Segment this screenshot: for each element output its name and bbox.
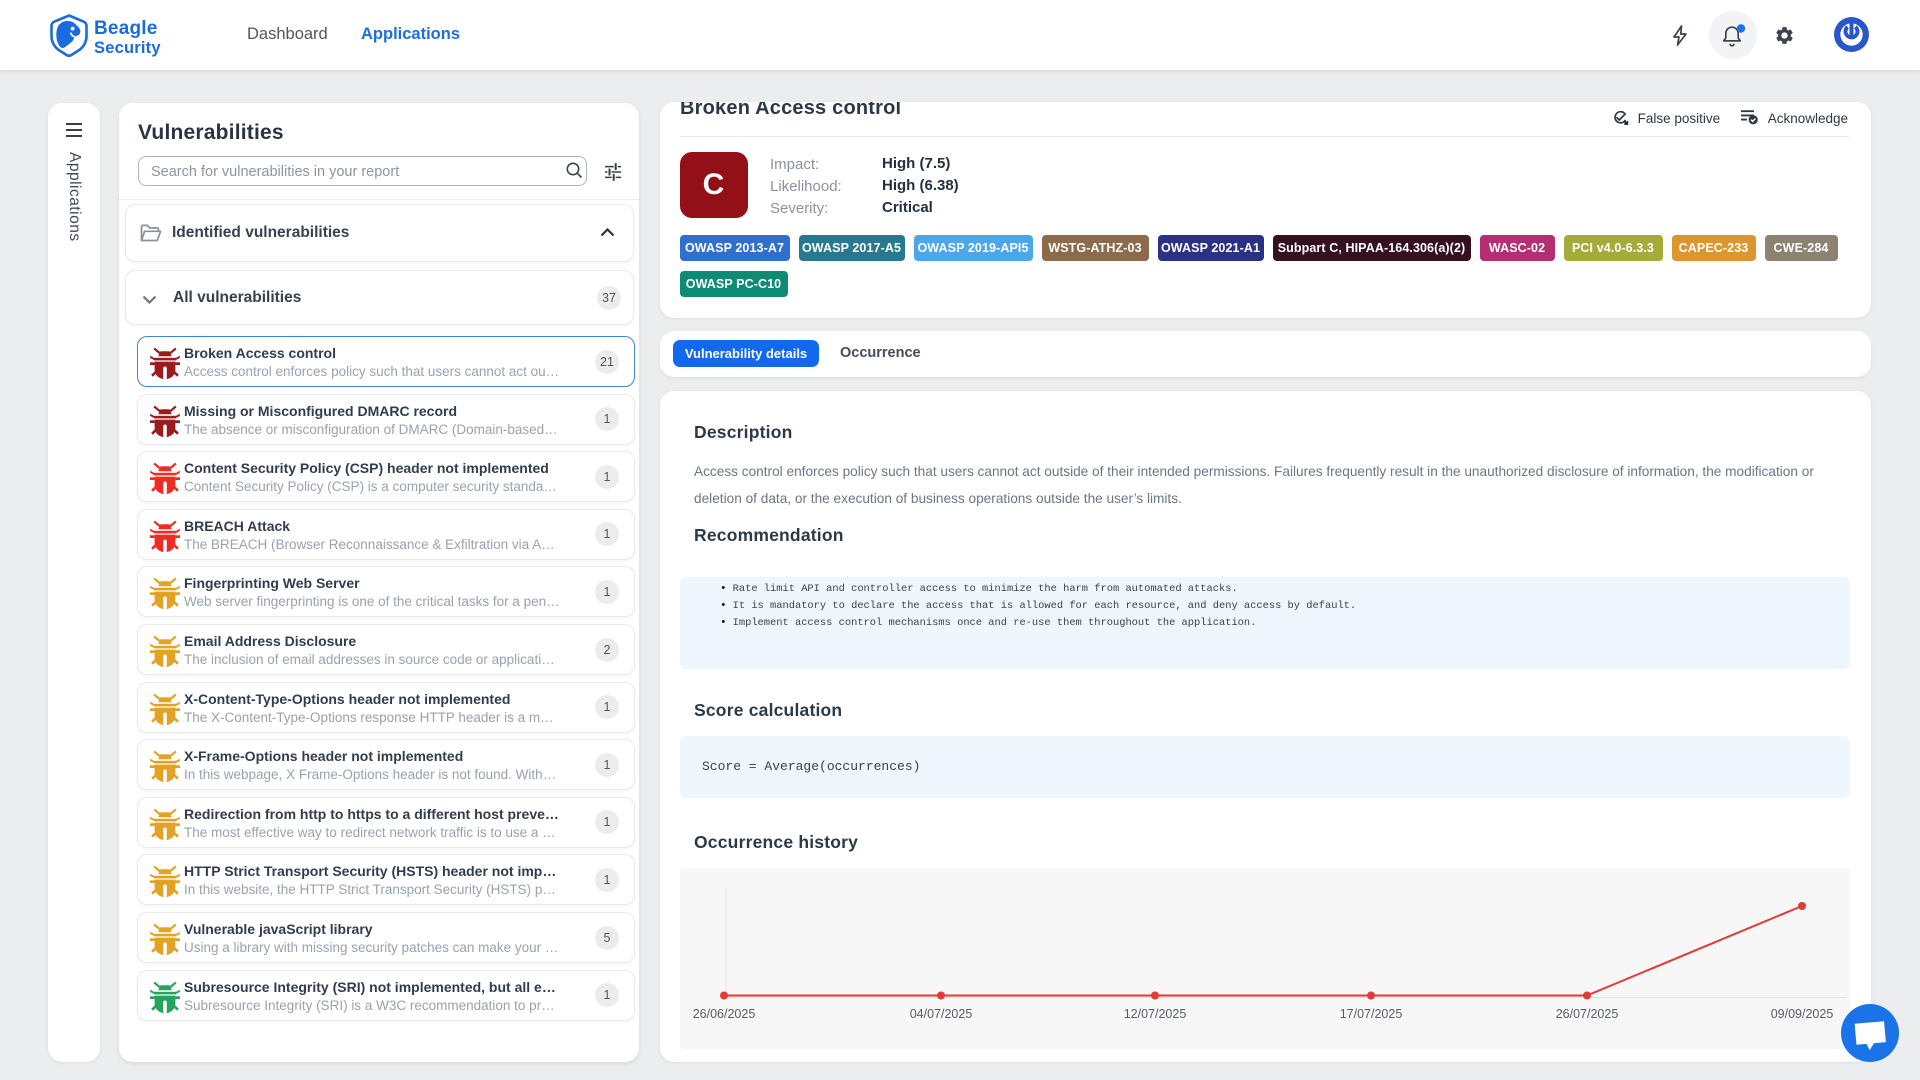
svg-text:12/07/2025: 12/07/2025	[1124, 1007, 1187, 1021]
svg-text:17/07/2025: 17/07/2025	[1340, 1007, 1403, 1021]
svg-text:26/06/2025: 26/06/2025	[693, 1007, 756, 1021]
svg-text:04/07/2025: 04/07/2025	[910, 1007, 973, 1021]
svg-text:09/09/2025: 09/09/2025	[1771, 1007, 1834, 1021]
svg-text:26/07/2025: 26/07/2025	[1556, 1007, 1619, 1021]
